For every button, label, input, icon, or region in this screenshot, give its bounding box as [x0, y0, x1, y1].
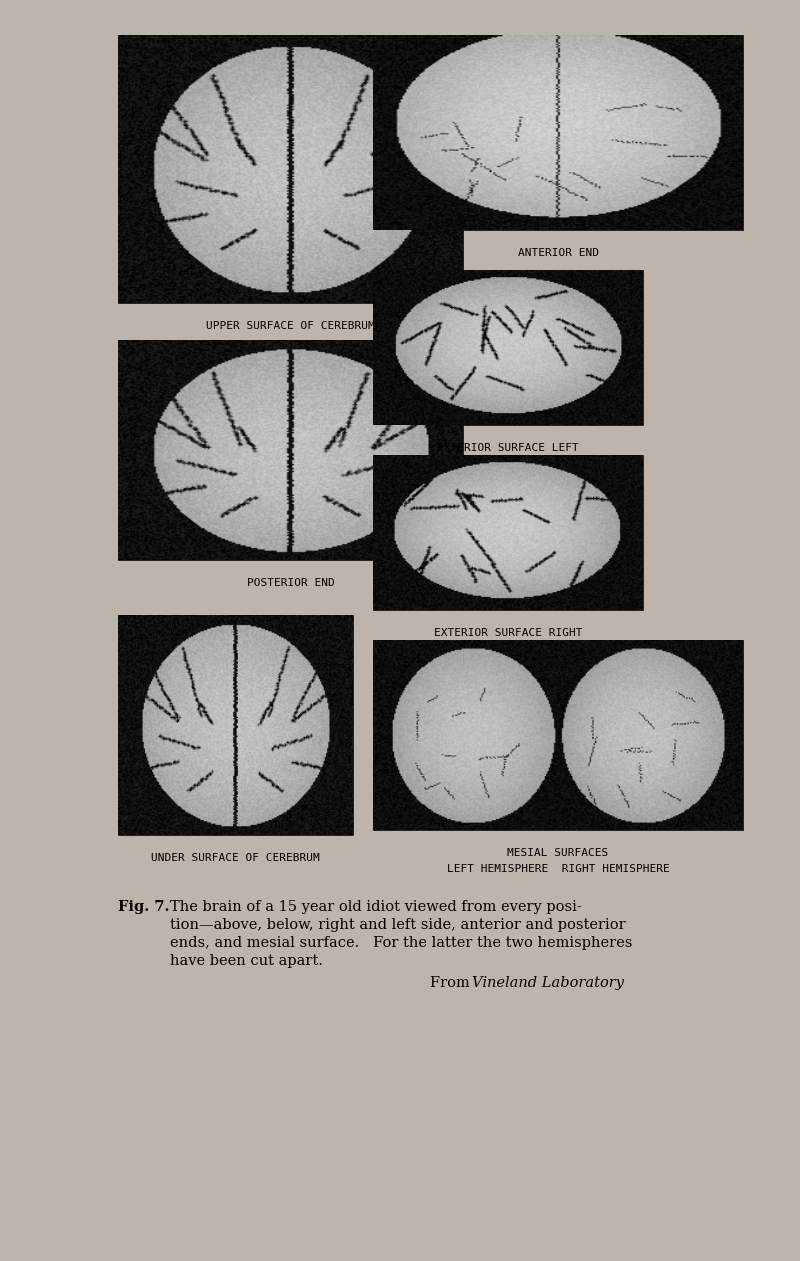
- Bar: [373, 35, 743, 230]
- Text: ANTERIOR END: ANTERIOR END: [518, 248, 598, 259]
- Text: EXTERIOR SURFACE LEFT: EXTERIOR SURFACE LEFT: [437, 443, 579, 453]
- Text: MESIAL SURFACES: MESIAL SURFACES: [507, 847, 609, 857]
- Text: Vineland Laboratory: Vineland Laboratory: [472, 976, 624, 990]
- Bar: [373, 641, 743, 830]
- Bar: [118, 615, 353, 835]
- Bar: [373, 455, 643, 610]
- Text: LEFT HEMISPHERE  RIGHT HEMISPHERE: LEFT HEMISPHERE RIGHT HEMISPHERE: [446, 864, 670, 874]
- Bar: [118, 340, 463, 560]
- Text: The brain of a 15 year old idiot viewed from every posi-: The brain of a 15 year old idiot viewed …: [170, 900, 582, 914]
- Bar: [373, 270, 643, 425]
- Text: tion—above, below, right and left side, anterior and posterior: tion—above, below, right and left side, …: [170, 918, 626, 932]
- Text: have been cut apart.: have been cut apart.: [170, 955, 323, 968]
- Text: ends, and mesial surface.   For the latter the two hemispheres: ends, and mesial surface. For the latter…: [170, 936, 632, 950]
- Bar: [118, 35, 463, 303]
- Text: UNDER SURFACE OF CEREBRUM: UNDER SURFACE OF CEREBRUM: [151, 852, 320, 863]
- Text: Fig. 7.: Fig. 7.: [118, 900, 170, 914]
- Text: UPPER SURFACE OF CEREBRUM: UPPER SURFACE OF CEREBRUM: [206, 322, 375, 330]
- Text: From: From: [430, 976, 474, 990]
- Text: EXTERIOR SURFACE RIGHT: EXTERIOR SURFACE RIGHT: [434, 628, 582, 638]
- Text: POSTERIOR END: POSTERIOR END: [246, 578, 334, 588]
